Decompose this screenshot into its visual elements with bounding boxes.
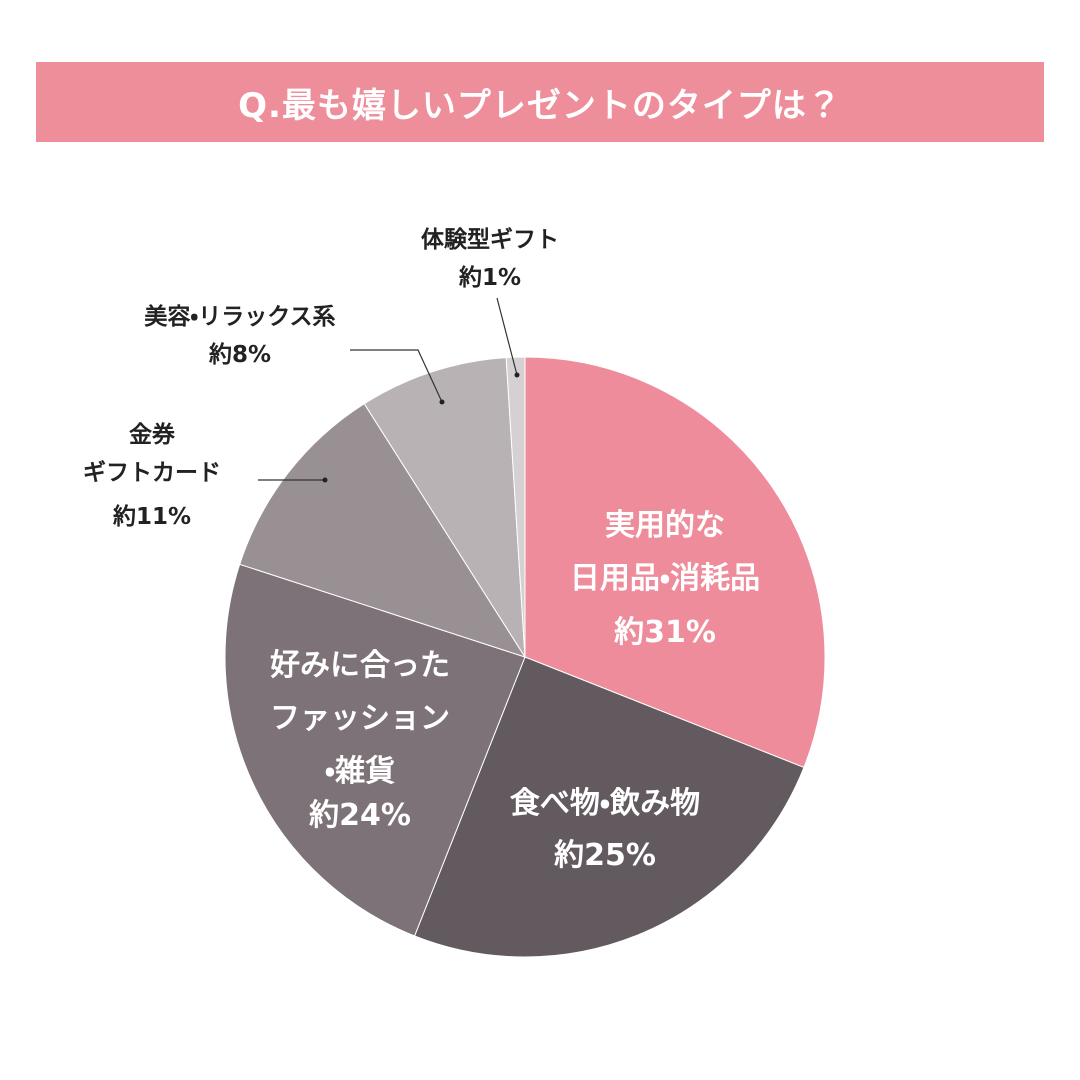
leader-dot [439,399,445,405]
leader-dot [322,477,328,483]
slice-label: 美容・リラックス系 [144,304,336,330]
pie-slice [505,356,526,658]
value-label: 約24% [309,798,411,833]
pie-slice [363,357,526,658]
leader-line [350,349,443,403]
pie-slice [413,656,805,958]
value-label: 約8% [208,342,272,368]
slice-label: 好みに合った ファッション ・雑貨 [270,648,450,789]
slice-label: 金券 ギフトカード [83,422,221,486]
value-label: 約11% [112,504,192,530]
pie-slice [239,403,527,658]
slice-label: 体験型ギフト [421,227,559,253]
leader-dot [514,372,520,378]
pie-slice [224,563,526,937]
leader-line [496,297,518,376]
chart-title: Q.最も嬉しいプレゼントのタイプは？ [36,62,1044,142]
slice-label: 実用的な 日用品・消耗品 [569,508,761,596]
slice-label: 食べ物・飲み物 [509,786,701,821]
value-label: 約31% [614,615,716,650]
pie-slice [524,356,826,769]
value-label: 約1% [458,265,522,291]
value-label: 約25% [554,838,656,873]
